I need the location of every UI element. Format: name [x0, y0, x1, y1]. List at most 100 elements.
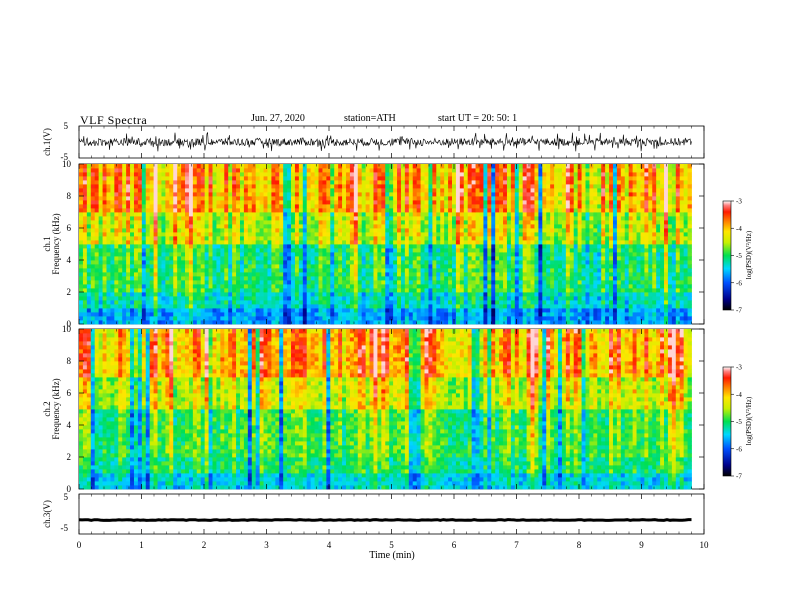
spectrogram-cell — [514, 280, 520, 285]
spectrogram-cell — [581, 216, 586, 221]
spectrogram-cell — [361, 220, 367, 225]
spectrogram-cell — [538, 292, 543, 297]
spectrogram-cell — [636, 284, 641, 289]
spectrogram-cell — [656, 220, 661, 225]
spectrogram-cell — [550, 316, 555, 321]
spectrogram-cell — [259, 200, 264, 205]
spectrogram-cell — [357, 312, 363, 317]
spectrogram-cell — [683, 260, 688, 265]
spectrogram-cell — [648, 212, 653, 217]
spectrogram-cell — [200, 216, 206, 221]
spectrogram-cell — [349, 308, 355, 313]
spectrogram-cell — [271, 280, 276, 285]
spectrogram-cell — [510, 272, 516, 277]
spectrogram-cell — [522, 240, 527, 245]
spectrogram-cell — [432, 276, 437, 281]
spectrogram-cell — [82, 260, 88, 265]
spectrogram-cell — [479, 228, 484, 233]
spectrogram-cell — [381, 300, 386, 305]
spectrogram-cell — [294, 200, 300, 205]
spectrogram-cell — [106, 204, 111, 209]
spectrogram-cell — [275, 216, 280, 221]
spectrogram-cell — [200, 220, 206, 225]
spectrogram-cell — [628, 312, 634, 317]
spectrogram-cell — [491, 208, 496, 213]
spectrogram-cell — [495, 284, 500, 289]
spectrogram-cell — [479, 296, 484, 301]
spectrogram-cell — [687, 304, 692, 309]
spectrogram-cell — [188, 252, 194, 257]
spectrogram-cell — [514, 252, 520, 257]
spectrogram-cell — [263, 224, 268, 229]
spectrogram-cell — [605, 204, 610, 209]
spectrogram-cell — [436, 304, 441, 309]
spectrogram-cell — [255, 300, 261, 305]
spectrogram-cell — [377, 196, 382, 201]
spectrogram-cell — [495, 272, 500, 277]
spectrogram-cell — [98, 228, 103, 233]
spectrogram-cell — [102, 296, 107, 301]
spectrogram-cell — [220, 276, 225, 281]
spectrogram-cell — [499, 196, 504, 201]
spectrogram-cell — [573, 308, 579, 313]
spectrogram-cell — [161, 264, 166, 269]
spectrogram-cell — [149, 256, 154, 261]
spectrogram-cell — [149, 280, 154, 285]
spectrogram-cell — [475, 240, 480, 245]
spectrogram-cell — [408, 320, 414, 325]
spectrogram-cell — [455, 220, 461, 225]
spectrogram-cell — [463, 240, 469, 245]
spectrogram-cell — [126, 312, 131, 317]
spectrogram-cell — [357, 272, 363, 277]
spectrogram-cell — [149, 312, 154, 317]
spectrogram-cell — [236, 244, 241, 249]
spectrogram-cell — [165, 316, 170, 321]
spectrogram-cell — [298, 308, 304, 313]
spectrogram-cell — [499, 260, 504, 265]
spectrogram-cell — [499, 300, 504, 305]
spectrogram-cell — [640, 296, 645, 301]
spectrogram-cell — [82, 244, 88, 249]
spectrogram-cell — [503, 296, 508, 301]
spectrogram-cell — [601, 312, 606, 317]
spectrogram-cell — [448, 212, 453, 217]
spectrogram-cell — [675, 228, 681, 233]
spectrogram-cell — [459, 196, 465, 201]
spectrogram-cell — [353, 300, 359, 305]
spectrogram-cell — [491, 220, 496, 225]
spectrogram-cell — [98, 276, 103, 281]
spectrogram-cell — [573, 216, 579, 221]
spectrogram-cell — [263, 232, 268, 237]
spectrogram-cell — [577, 220, 582, 225]
spectrogram-cell — [569, 224, 575, 229]
spectrogram-cell — [530, 248, 535, 253]
spectrogram-cell — [628, 244, 634, 249]
spectrogram-cell — [518, 312, 524, 317]
spectrogram-cell — [94, 200, 100, 205]
spectrogram-cell — [232, 248, 237, 253]
spectrogram-cell — [318, 240, 323, 245]
spectrogram-cell — [228, 296, 233, 301]
spectrogram-cell — [420, 224, 425, 229]
spectrogram-cell — [385, 212, 390, 217]
spectrogram-cell — [416, 236, 421, 241]
spectrogram-cell — [204, 264, 209, 269]
spectrogram-cell — [404, 288, 410, 293]
spectrogram-cell — [471, 216, 476, 221]
spectrogram-cell — [361, 300, 367, 305]
spectrogram-cell — [573, 272, 579, 277]
spectrogram-cell — [149, 196, 154, 201]
spectrogram-cell — [126, 248, 131, 253]
spectrogram-cell — [404, 200, 410, 205]
spectrogram-cell — [577, 296, 582, 301]
spectrogram-cell — [459, 268, 465, 273]
spectrogram-cell — [565, 236, 571, 241]
spectrogram-cell — [353, 280, 359, 285]
spectrogram-cell — [137, 252, 143, 257]
spectrogram-cell — [326, 316, 331, 321]
spectrogram-cell — [554, 240, 559, 245]
spectrogram-cell — [640, 260, 645, 265]
spectrogram-cell — [232, 228, 237, 233]
spectrogram-cell — [373, 296, 378, 301]
spectrogram-cell — [652, 292, 657, 297]
